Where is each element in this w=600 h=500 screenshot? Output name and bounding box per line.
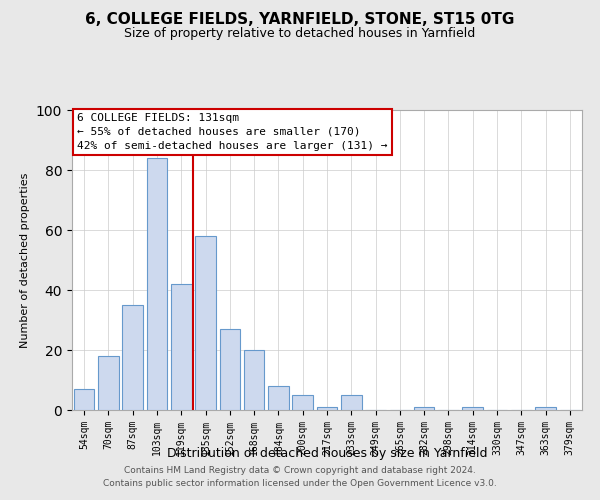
Text: Size of property relative to detached houses in Yarnfield: Size of property relative to detached ho… (124, 28, 476, 40)
Bar (195, 236, 216, 410)
Bar (98, 356, 119, 410)
Text: 6, COLLEGE FIELDS, YARNFIELD, STONE, ST15 0TG: 6, COLLEGE FIELDS, YARNFIELD, STONE, ST1… (85, 12, 515, 28)
Bar (74, 389, 94, 410)
Bar (146, 158, 167, 410)
Text: Distribution of detached houses by size in Yarnfield: Distribution of detached houses by size … (167, 448, 487, 460)
Bar (317, 407, 337, 410)
Bar (463, 407, 483, 410)
Bar (535, 407, 556, 410)
Bar (292, 395, 313, 410)
Bar (341, 395, 362, 410)
Bar (171, 284, 191, 410)
Bar (414, 407, 434, 410)
Text: Contains HM Land Registry data © Crown copyright and database right 2024.
Contai: Contains HM Land Registry data © Crown c… (103, 466, 497, 487)
Text: 6 COLLEGE FIELDS: 131sqm
← 55% of detached houses are smaller (170)
42% of semi-: 6 COLLEGE FIELDS: 131sqm ← 55% of detach… (77, 113, 388, 151)
Bar (122, 305, 143, 410)
Y-axis label: Number of detached properties: Number of detached properties (20, 172, 31, 348)
Bar (268, 386, 289, 410)
Bar (244, 350, 265, 410)
Bar (220, 329, 240, 410)
